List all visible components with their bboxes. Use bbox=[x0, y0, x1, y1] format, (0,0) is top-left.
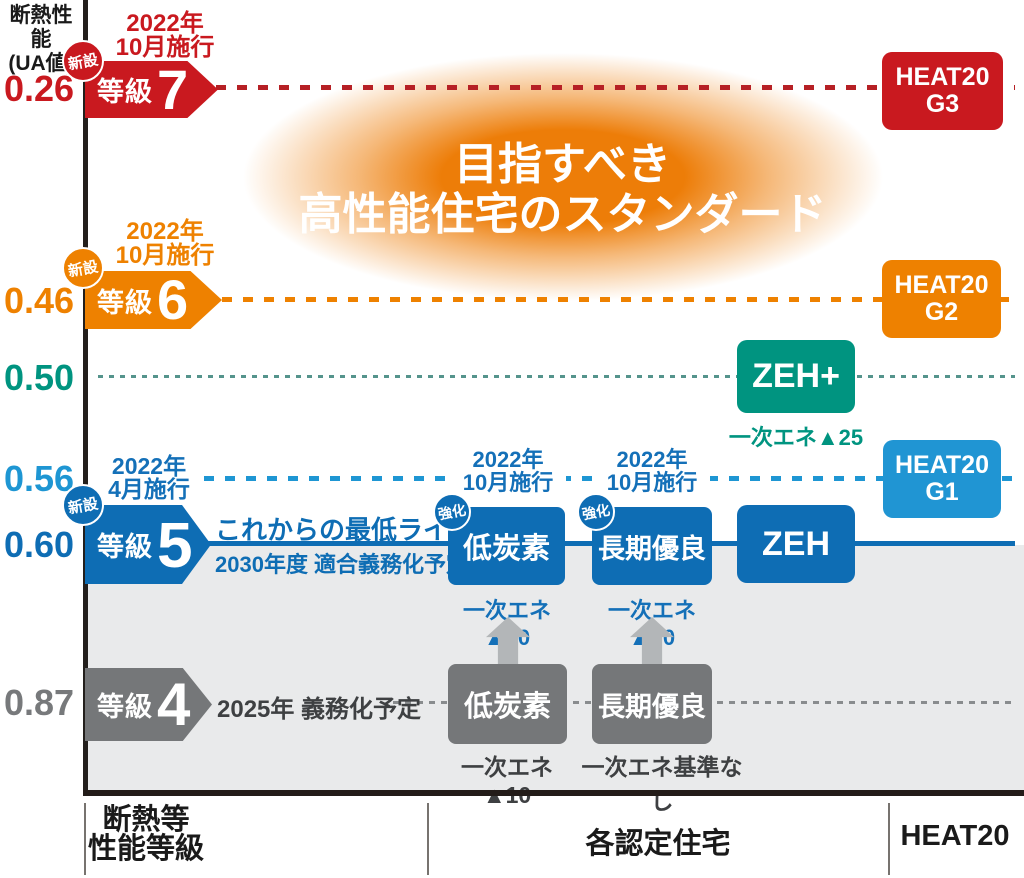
grade4-label: 等級 bbox=[97, 692, 153, 722]
headline: 目指すべき 高性能住宅のスタンダード bbox=[245, 140, 880, 240]
grade7-number: 7 bbox=[157, 57, 189, 121]
tick-0-87: 0.87 bbox=[3, 682, 75, 723]
highlight-glow bbox=[243, 53, 883, 301]
footer-section-grades-line2: 性能等級 bbox=[87, 833, 204, 865]
headline-line2: 高性能住宅のスタンダード bbox=[298, 190, 827, 239]
footer-divider-right bbox=[888, 803, 890, 875]
grade4-arrow: 等級 4 bbox=[85, 668, 212, 741]
long-life-label-new: 長期優良 bbox=[598, 533, 706, 564]
grade6-label: 等級 bbox=[97, 287, 153, 318]
low-carbon-strengthened-badge: 強化 bbox=[433, 493, 471, 531]
heat20-g2-line2: G2 bbox=[924, 298, 959, 326]
footer-divider-mid bbox=[427, 803, 429, 875]
low-carbon-label-new: 低炭素 bbox=[462, 533, 550, 565]
grade5-note2: 2030年度 適合義務化予定 bbox=[215, 552, 469, 577]
grade7-date-line1: 2022年 bbox=[126, 10, 204, 37]
grade6-date-line2: 10月施行 bbox=[115, 242, 215, 269]
footer-section-grades-line1: 断熱等 bbox=[102, 804, 190, 836]
grade5-new-badge: 新設 bbox=[62, 484, 104, 526]
y-axis-title-line2: (UA値) bbox=[8, 52, 74, 75]
low-carbon-date-line2: 10月施行 bbox=[462, 470, 554, 495]
zeh-plus-box: ZEH+ bbox=[737, 340, 855, 413]
y-axis-line bbox=[83, 0, 88, 792]
footer-section-certified: 各認定住宅 bbox=[585, 828, 731, 860]
grade4-note: 2025年 義務化予定 bbox=[217, 696, 422, 723]
heat20-g3-line1: HEAT20 bbox=[895, 63, 990, 91]
grade6-date-line1: 2022年 bbox=[126, 218, 204, 245]
long-life-strengthened-badge: 強化 bbox=[577, 493, 615, 531]
grade6-new-badge: 新設 bbox=[62, 247, 104, 289]
long-life-label-old: 長期優良 bbox=[598, 691, 706, 722]
long-life-date-line2: 10月施行 bbox=[606, 470, 698, 495]
grade7-label: 等級 bbox=[97, 77, 153, 107]
grade7-arrow: 等級 7 bbox=[85, 61, 218, 118]
grade6-new-badge-label: 新設 bbox=[66, 258, 100, 280]
heat20-g1-line1: HEAT20 bbox=[894, 451, 989, 479]
tick-0-46: 0.46 bbox=[3, 280, 75, 321]
grade5-date: 2022年 4月施行 bbox=[96, 455, 202, 501]
low-carbon-date: 2022年 10月施行 bbox=[450, 448, 566, 494]
y-axis-title-line1: 断熱性能 bbox=[9, 4, 73, 51]
grade6-date: 2022年 10月施行 bbox=[98, 220, 232, 268]
grade5-note1: これからの最低ライン bbox=[215, 515, 476, 545]
y-axis-title: 断熱性能 (UA値) bbox=[0, 4, 82, 76]
long-life-date: 2022年 10月施行 bbox=[594, 448, 710, 494]
heat20-g1-line2: G1 bbox=[925, 478, 959, 506]
tick-0-50: 0.50 bbox=[3, 357, 75, 398]
heat20-g1-box: HEAT20 G1 bbox=[883, 440, 1001, 518]
low-carbon-strengthened-label: 強化 bbox=[436, 501, 468, 523]
grade5-arrow: 等級 5 bbox=[85, 505, 211, 584]
long-life-date-line1: 2022年 bbox=[616, 447, 688, 472]
tick-0-56: 0.56 bbox=[3, 458, 75, 499]
grade7-date: 2022年 10月施行 bbox=[98, 12, 232, 60]
zeh-box: ZEH bbox=[737, 505, 855, 583]
x-axis-line bbox=[83, 790, 1024, 796]
heat20-g3-line2: G3 bbox=[925, 90, 960, 118]
ua-line-0-46 bbox=[222, 297, 1015, 302]
footer-section-heat20: HEAT20 bbox=[900, 820, 1010, 852]
footer-divider-left bbox=[84, 803, 86, 875]
ua-line-0-26 bbox=[216, 85, 1015, 90]
low-carbon-label-old: 低炭素 bbox=[463, 691, 551, 723]
grade4-number: 4 bbox=[157, 670, 191, 738]
grade5-number: 5 bbox=[157, 508, 193, 581]
long-life-strengthened-label: 強化 bbox=[580, 501, 612, 523]
zeh-plus-label: ZEH+ bbox=[752, 357, 840, 395]
grade6-number: 6 bbox=[157, 268, 189, 331]
ua-line-0-50 bbox=[98, 375, 1015, 378]
long-life-box-old: 長期優良 bbox=[592, 664, 712, 744]
grade5-new-badge-label: 新設 bbox=[66, 495, 100, 517]
grade7-new-badge: 新設 bbox=[62, 40, 104, 82]
long-life-energy-note-old: 一次エネ基準なし bbox=[581, 754, 743, 814]
footer-section-grades: 断熱等 性能等級 bbox=[80, 806, 212, 864]
heat20-g2-box: HEAT20 G2 bbox=[882, 260, 1001, 338]
grade7-new-badge-label: 新設 bbox=[66, 51, 100, 73]
zeh-plus-note: 一次エネ▲25 bbox=[728, 425, 864, 450]
low-carbon-box-old: 低炭素 bbox=[448, 664, 567, 744]
grade5-date-line1: 2022年 bbox=[111, 453, 187, 479]
low-carbon-energy-note-old: 一次エネ▲10 bbox=[461, 754, 553, 808]
heat20-g2-line1: HEAT20 bbox=[894, 271, 989, 299]
low-carbon-date-line1: 2022年 bbox=[472, 447, 544, 472]
grade6-arrow: 等級 6 bbox=[85, 271, 222, 329]
heat20-g3-box: HEAT20 G3 bbox=[882, 52, 1003, 130]
tick-0-60: 0.60 bbox=[3, 524, 75, 565]
grade7-date-line2: 10月施行 bbox=[115, 34, 215, 61]
headline-line1: 目指すべき bbox=[454, 140, 671, 189]
grade5-label: 等級 bbox=[97, 532, 153, 562]
tick-0-26: 0.26 bbox=[3, 68, 75, 109]
grade5-date-line2: 4月施行 bbox=[108, 476, 190, 502]
zeh-label: ZEH bbox=[762, 524, 830, 563]
